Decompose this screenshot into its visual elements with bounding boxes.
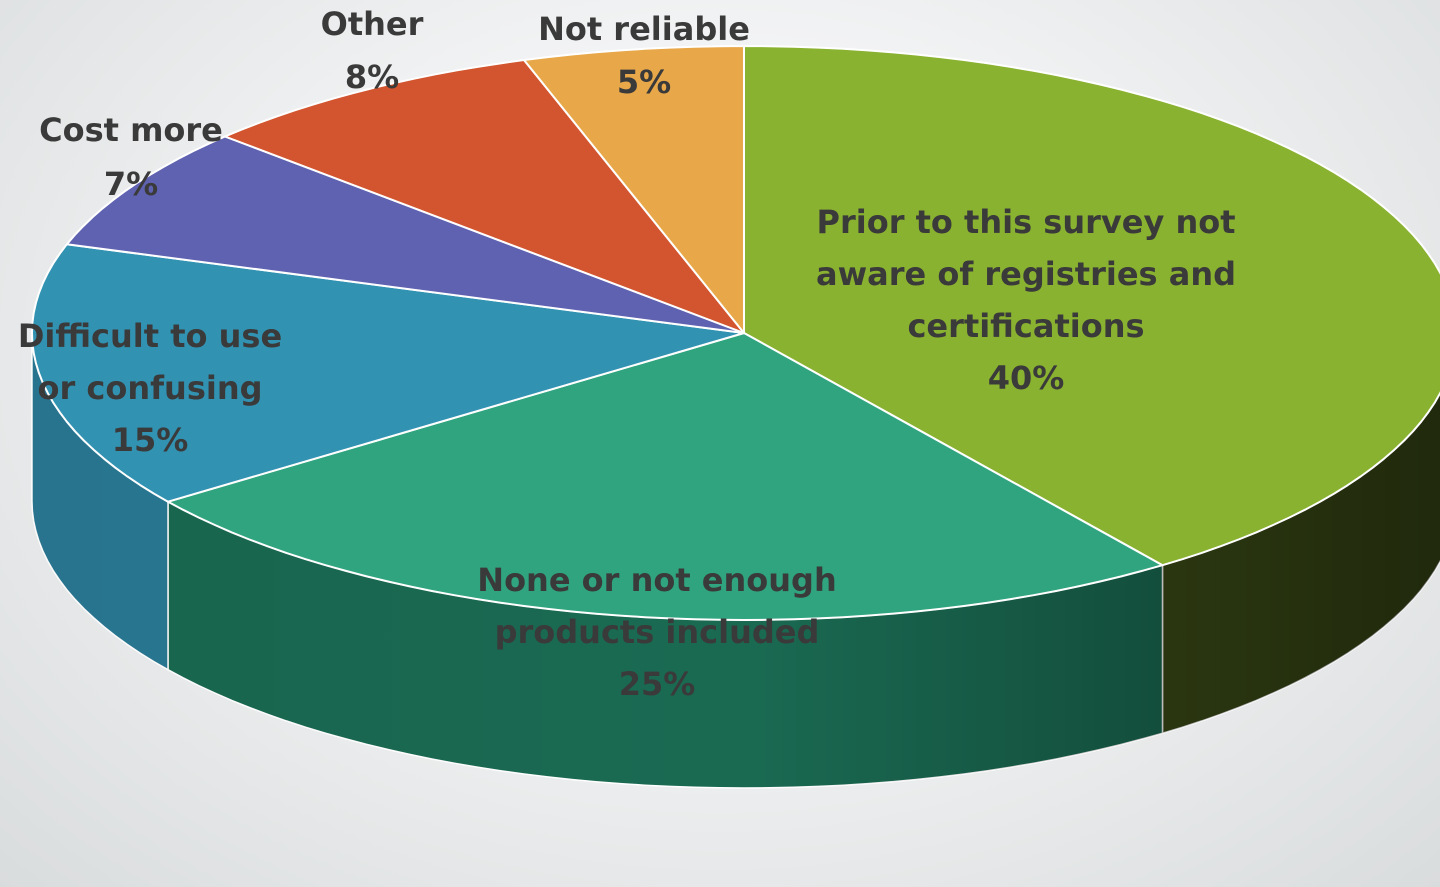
slice-category-label: Other [321, 5, 424, 43]
slice-category-label: Prior to this survey not [817, 203, 1236, 241]
slice-category-label: certifications [907, 307, 1144, 345]
pie-slice-4 [65, 135, 745, 334]
pie-labels: Prior to this survey not aware of registr… [18, 5, 1236, 703]
slice-category-label: or confusing [37, 369, 262, 407]
slice-value-label: 7% [104, 165, 158, 203]
slice-category-label: products included [495, 613, 820, 651]
slice-label-2: None or not enough products included 25% [477, 561, 836, 703]
slice-category-label: Not reliable [538, 10, 750, 48]
pie-slice-5 [224, 59, 745, 334]
slice-label-1: Prior to this survey not aware of registr… [816, 203, 1236, 397]
pie-slice-1 [743, 45, 1440, 567]
pie-slices [31, 45, 1440, 621]
pie-slice-3 [31, 243, 745, 503]
slice-category-label: aware of registries and [816, 255, 1236, 293]
pie-slice-2 [167, 332, 1164, 621]
slice-category-label: Cost more [39, 111, 223, 149]
slice-value-label: 5% [617, 63, 671, 101]
slice-label-5: Other 8% [321, 5, 424, 96]
slice-value-label: 25% [619, 665, 696, 703]
slice-category-label: Difficult to use [18, 317, 282, 355]
slice-label-4: Cost more 7% [39, 111, 223, 203]
slice-label-3: Difficult to use or confusing 15% [18, 317, 282, 459]
slice-value-label: 15% [112, 421, 189, 459]
slice-value-label: 8% [345, 58, 399, 96]
slice-label-6: Not reliable 5% [538, 10, 750, 101]
pie-slice-6 [523, 45, 745, 334]
slice-category-label: None or not enough [477, 561, 836, 599]
slice-value-label: 40% [988, 359, 1065, 397]
